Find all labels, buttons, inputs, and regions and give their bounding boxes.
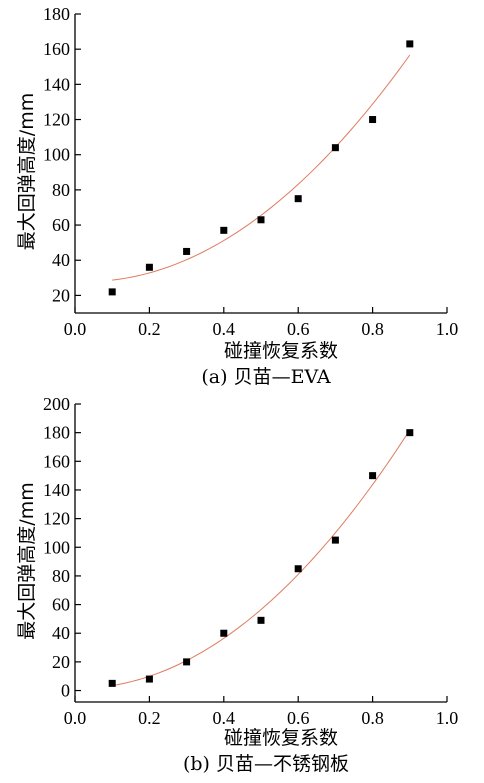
y-tick-label: 80 [52,566,70,586]
x-tick-label: 0.8 [361,708,384,728]
y-tick-label: 120 [43,509,70,529]
data-point [257,616,265,624]
x-tick-label: 0.0 [64,319,87,339]
data-point [220,226,228,234]
x-axis-title: 碰撞恢复系数 [224,340,338,362]
y-tick-label: 160 [43,451,70,471]
y-tick-label: 0 [61,681,70,701]
y-axis-title: 最大回弹高度/mm [16,93,38,250]
data-point [369,116,377,124]
y-tick-label: 40 [52,623,70,643]
x-tick-label: 1.0 [436,708,459,728]
x-tick-label: 0.8 [361,319,384,339]
data-point [108,679,116,687]
x-tick-label: 0.6 [287,319,310,339]
y-tick-label: 160 [43,39,70,59]
x-tick-label: 0.0 [64,708,87,728]
y-tick-label: 120 [43,110,70,130]
y-tick-label: 140 [43,74,70,94]
data-point [108,288,116,296]
data-point [331,144,339,152]
chart-panel-b: 0 20 40 60 80 100 120 140 160 180 200 0.0 0.2 0.4 0.6 0… [16,394,458,775]
data-point [406,429,414,437]
data-point [331,536,339,544]
x-tick-label: 0.4 [213,708,236,728]
y-axis-title: 最大回弹高度/mm [16,482,38,639]
fit-curve [112,429,411,687]
y-tick-label: 20 [52,285,70,305]
data-point [220,629,228,637]
y-tick-label: 100 [43,145,70,165]
panel-caption: (b) 贝苗—不锈钢板 [183,753,349,775]
chart-panel-a: 20 40 60 80 100 120 140 160 180 0.0 0.2 0.4 0.6 0.8 1.… [16,4,458,388]
y-tick-label: 200 [43,394,70,414]
y-tick-label: 60 [52,215,70,235]
y-tick-label: 60 [52,595,70,615]
fit-curve [112,54,411,281]
data-point [257,216,265,224]
data-point [294,195,302,203]
y-tick-label: 20 [52,652,70,672]
x-tick-label: 0.6 [287,708,310,728]
y-tick-label: 40 [52,250,70,270]
data-point [183,247,191,255]
y-tick-label: 140 [43,480,70,500]
data-point [145,263,153,271]
data-point [369,472,377,480]
x-tick-label: 0.2 [138,708,161,728]
data-point [294,565,302,573]
x-tick-label: 0.2 [138,319,161,339]
y-tick-label: 100 [43,537,70,557]
panel-caption: (a) 贝苗—EVA [201,366,330,388]
x-tick-label: 1.0 [436,319,459,339]
x-axis-title: 碰撞恢复系数 [224,727,338,749]
data-point [406,40,414,48]
y-tick-label: 180 [43,4,70,24]
x-tick-label: 0.4 [213,319,236,339]
y-tick-label: 180 [43,423,70,443]
data-point [183,658,191,666]
data-point [145,675,153,683]
y-tick-label: 80 [52,180,70,200]
